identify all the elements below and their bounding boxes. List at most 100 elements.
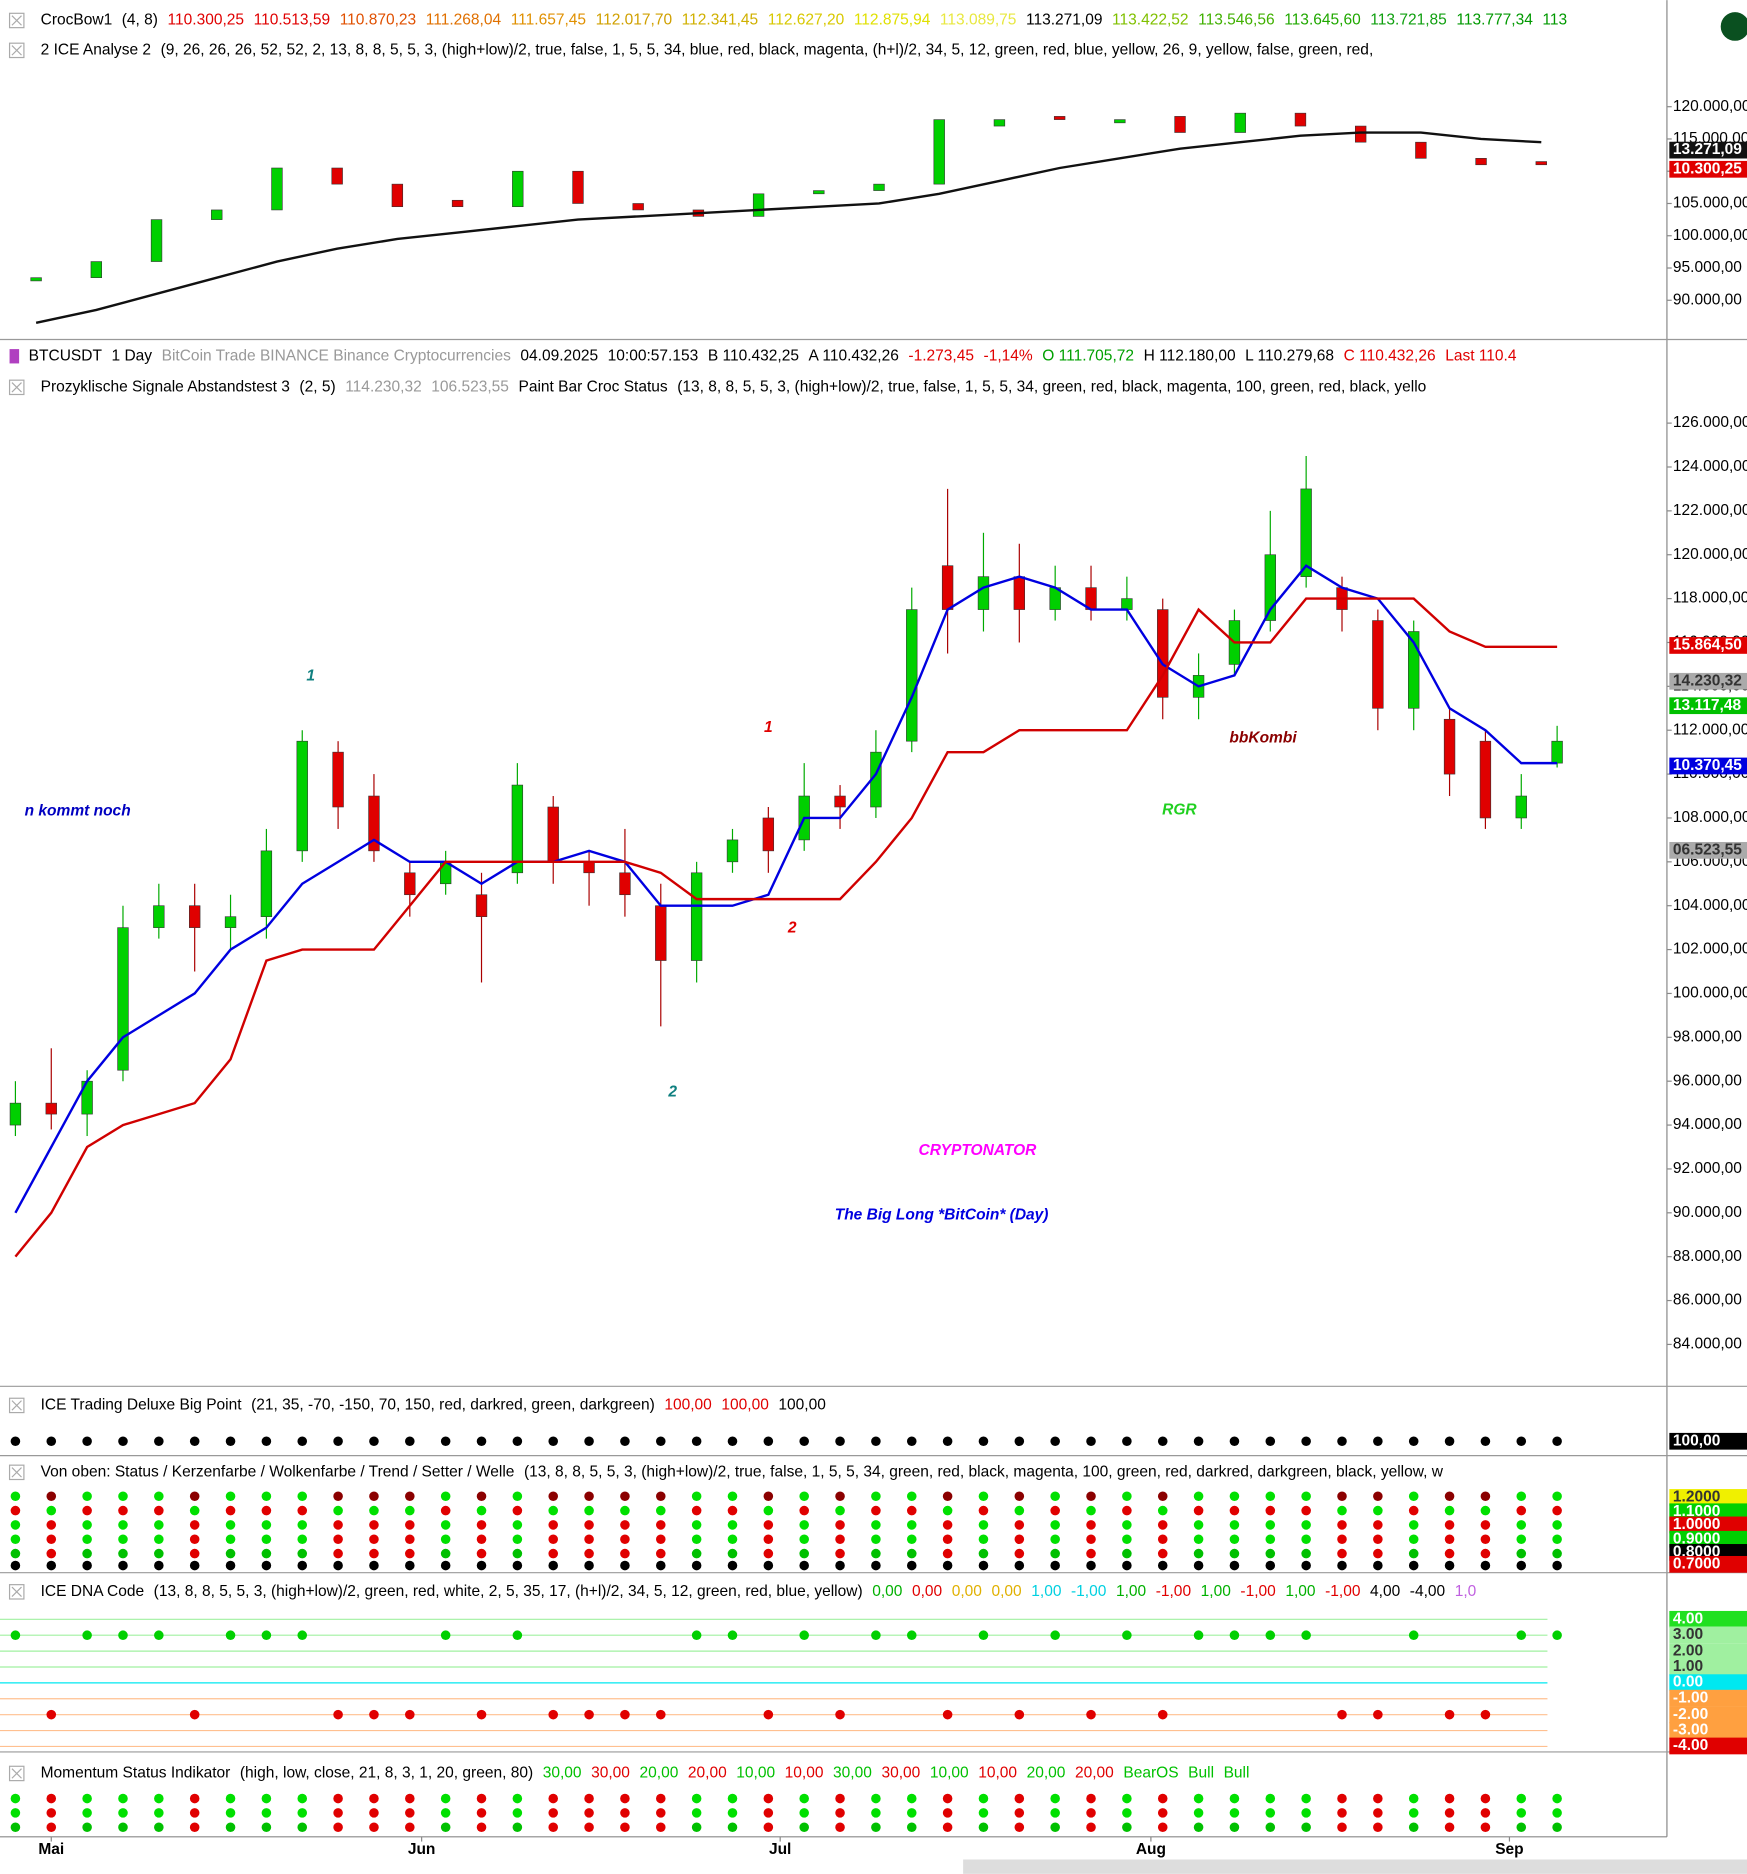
status-dot [261, 1560, 272, 1571]
status-dot [871, 1808, 881, 1818]
status-dot [1229, 1560, 1240, 1571]
y-tick-label: 90.000,00 [1673, 291, 1742, 308]
status-dot [440, 1534, 451, 1545]
status-dot [1229, 1808, 1240, 1818]
header-text: 10,00 [930, 1765, 969, 1782]
candle-body [404, 872, 416, 896]
header-text: Bull [1188, 1765, 1214, 1782]
level-tag: 0.7000 [1673, 1555, 1720, 1572]
status-dot [261, 1808, 272, 1818]
status-dot [871, 1491, 881, 1502]
status-dot [871, 1520, 881, 1530]
header-text: 10,00 [736, 1765, 775, 1782]
status-dot [225, 1436, 236, 1447]
status-dot [1552, 1793, 1562, 1804]
status-dot [978, 1491, 989, 1502]
y-tick-label: 92.000,00 [1673, 1160, 1742, 1177]
header-text: BitCoin Trade BINANCE Binance Cryptocurr… [162, 347, 511, 364]
header-text: 1,0 [1455, 1583, 1477, 1600]
status-dot [369, 1491, 379, 1502]
status-dot [584, 1436, 594, 1447]
status-dot [763, 1491, 774, 1502]
candle-body [1114, 119, 1126, 124]
status-dot [1552, 1491, 1562, 1502]
status-dot [1086, 1491, 1096, 1502]
status-dot [476, 1534, 487, 1545]
status-dot [440, 1793, 451, 1804]
price-tag-bg [1669, 1658, 1747, 1676]
header-text: 20,00 [688, 1765, 727, 1782]
status-dot [1444, 1436, 1455, 1447]
candle-body [1013, 576, 1025, 610]
status-dot [154, 1548, 164, 1559]
header-text: A 110.432,26 [809, 347, 899, 364]
level-tag: 0.9000 [1673, 1530, 1720, 1547]
candle-body [1475, 158, 1487, 166]
scrollbar[interactable] [963, 1859, 1747, 1874]
close-icon-x [11, 1400, 22, 1411]
status-dot [1014, 1808, 1025, 1818]
status-dot [1301, 1491, 1311, 1502]
status-dot [1373, 1793, 1383, 1804]
status-dot [261, 1505, 272, 1516]
status-dot [1193, 1520, 1204, 1530]
status-dot [405, 1436, 415, 1447]
candle-body [906, 609, 918, 742]
price-tag: 10.300,25 [1673, 160, 1742, 177]
status-dot [1552, 1822, 1562, 1833]
price-tag-bg [1669, 1737, 1747, 1755]
status-dot [476, 1491, 487, 1502]
status-dot [476, 1808, 487, 1818]
status-dot [1337, 1560, 1347, 1571]
status-dot [1122, 1534, 1132, 1545]
price-tag: 13.117,48 [1673, 697, 1742, 714]
dna-dot [512, 1630, 523, 1640]
y-tick-label: 126.000,00 [1673, 414, 1747, 431]
header-text: H 112.180,00 [1144, 347, 1236, 364]
dna-dot [261, 1630, 272, 1640]
status-dot [763, 1534, 774, 1545]
header-text: 1,00 [1285, 1583, 1316, 1600]
status-dot [46, 1505, 57, 1516]
status-dot [871, 1436, 881, 1447]
status-dot [548, 1491, 559, 1502]
price-tag-bg [1669, 637, 1747, 654]
candle-body [690, 872, 703, 961]
header-text: 113.645,60 [1284, 12, 1361, 29]
status-dot [691, 1560, 702, 1571]
status-dot [1373, 1548, 1383, 1559]
close-icon-x [11, 382, 22, 393]
candle-body [475, 894, 488, 917]
header-text: (9, 26, 26, 26, 52, 52, 2, 13, 8, 8, 5, … [161, 41, 1374, 58]
header-text: 30,00 [591, 1765, 630, 1782]
dna-dot [333, 1709, 343, 1720]
status-dot [154, 1436, 164, 1447]
header-text: 113.546,56 [1198, 12, 1275, 29]
annotation: RGR [1162, 801, 1197, 818]
status-dot [656, 1548, 666, 1559]
header-text: 113.271,09 [1026, 12, 1103, 29]
status-dot [405, 1548, 415, 1559]
status-dot [1086, 1793, 1096, 1804]
status-dot [1229, 1505, 1240, 1516]
status-dot [1157, 1808, 1168, 1818]
candle-body [1174, 116, 1186, 133]
header-text: -1,14% [984, 347, 1033, 364]
dna-dot [871, 1630, 881, 1640]
status-dot [1444, 1491, 1455, 1502]
status-dot [1014, 1520, 1025, 1530]
status-dot [1408, 1808, 1419, 1818]
status-dot [727, 1793, 738, 1804]
header-text: -4,00 [1410, 1583, 1446, 1600]
status-dot [225, 1491, 236, 1502]
x-tick-label: Jun [408, 1841, 436, 1858]
status-dot [656, 1491, 666, 1502]
annotation: 2 [787, 920, 797, 937]
status-dot [727, 1436, 738, 1447]
candle-body [90, 261, 103, 278]
status-dot [1229, 1491, 1240, 1502]
status-dot [225, 1560, 236, 1571]
status-dot [1408, 1560, 1419, 1571]
header-text: -1,00 [1325, 1583, 1361, 1600]
status-dot [261, 1436, 272, 1447]
